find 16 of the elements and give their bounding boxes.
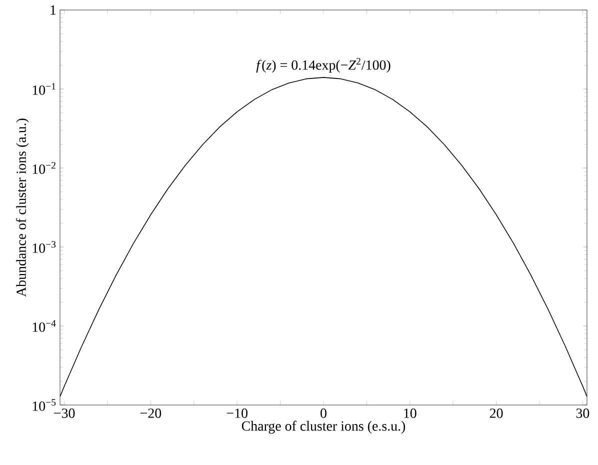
x-tick-label: 30: [576, 408, 590, 418]
y-axis-title: Abundance of cluster ions (a.u.): [16, 118, 29, 297]
y-tick-label: 10$^{−2}$: [32, 162, 56, 174]
y-tick-label: 10$^{−3}$: [32, 241, 56, 253]
y-tick-label: 10$^{−5}$: [32, 399, 56, 411]
x-tick-label: −30: [54, 408, 75, 418]
x-tick-label: −10: [226, 408, 248, 418]
annotation: f(z) = 0.14exp(−Z$^{2}$/100): [256, 58, 390, 73]
y-tick-label: 10$^{−4}$: [32, 320, 56, 332]
y-tick-label: 10$^{−1}$: [32, 83, 56, 95]
x-tick-label: −20: [140, 408, 162, 418]
x-tick-label: 20: [490, 408, 503, 418]
x-tick-label: 0: [320, 408, 326, 418]
x-tick-label: 10: [404, 408, 416, 418]
x-axis-title: Charge of cluster ions (e.s.u.): [242, 420, 406, 434]
y-tick-label: 1: [50, 5, 56, 15]
